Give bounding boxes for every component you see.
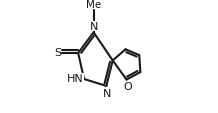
Text: N: N [103,88,111,98]
Text: Me: Me [86,0,101,10]
Text: O: O [123,81,132,91]
Text: HN: HN [67,74,83,84]
Text: S: S [54,48,61,58]
Text: N: N [90,21,98,31]
